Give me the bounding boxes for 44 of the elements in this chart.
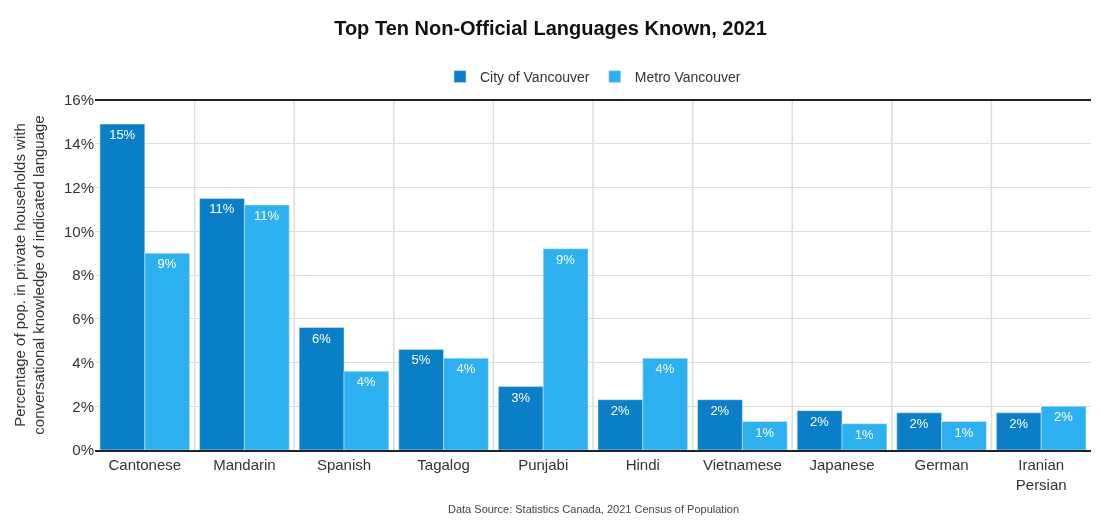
y-tick-label: 4% [72, 353, 94, 371]
x-tick-label: Tagalog [417, 456, 470, 473]
y-tick-label: 2% [72, 397, 94, 415]
chart-title: Top Ten Non-Official Languages Known, 2021 [334, 16, 767, 39]
y-tick-label: 10% [63, 222, 94, 240]
x-tick-label: German [914, 456, 969, 473]
x-tick-label: Hindi [625, 456, 660, 473]
data-label: 4% [655, 361, 675, 377]
y-tick-label: 8% [72, 266, 94, 284]
x-tick-label: Vietnamese [702, 456, 782, 473]
y-tick-label: 0% [72, 441, 94, 459]
data-label: 2% [610, 402, 630, 418]
data-label: 2% [809, 413, 830, 429]
y-tick-label: 14% [63, 135, 94, 152]
x-tick-label: Punjabi [518, 456, 569, 473]
x-tick-label: Spanish [316, 456, 372, 473]
data-label: 5% [411, 352, 431, 368]
x-tick-label: Mandarin [213, 456, 276, 473]
data-label: 2% [909, 415, 929, 431]
data-label: 1% [954, 424, 974, 440]
data-label: 6% [311, 330, 332, 346]
data-label: 9% [157, 256, 177, 272]
data-label: 2% [1009, 415, 1029, 431]
data-label: 11% [209, 201, 235, 217]
legend-label: Metro Vancouver [634, 69, 741, 86]
y-tick-label: 16% [63, 91, 94, 109]
data-label: 4% [456, 361, 476, 377]
x-tick-label: Cantonese [108, 456, 182, 473]
data-label: 4% [356, 374, 377, 390]
data-label: 1% [854, 426, 875, 442]
data-label: 3% [511, 389, 531, 405]
data-label: 11% [254, 208, 280, 223]
data-label: 15% [109, 127, 136, 143]
data-label: 1% [755, 424, 775, 440]
source-note: Data Source: Statistics Canada, 2021 Census of Population [448, 503, 740, 515]
y-tick-label: 12% [63, 178, 94, 196]
data-label: 2% [710, 402, 730, 418]
data-label: 9% [555, 251, 576, 267]
legend-label: City of Vancouver [480, 69, 590, 86]
data-label: 2% [1053, 409, 1074, 425]
y-tick-label: 6% [72, 310, 94, 327]
x-tick-label: Iranian Persian [1015, 456, 1067, 493]
x-tick-label: Japanese [809, 456, 875, 473]
y-axis-title: Percentage of pop. in private households with conversational knowledge of indicated language [10, 115, 48, 435]
